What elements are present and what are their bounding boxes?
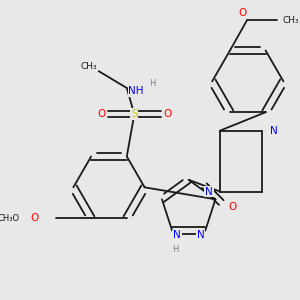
Text: N: N: [173, 230, 181, 240]
Text: S: S: [131, 109, 138, 119]
Text: O: O: [163, 109, 171, 119]
Text: NH: NH: [128, 86, 144, 96]
Text: N: N: [197, 230, 204, 240]
Text: CH₃O: CH₃O: [0, 214, 20, 223]
Text: CH₃: CH₃: [283, 16, 299, 25]
Text: O: O: [228, 202, 237, 212]
Text: CH₃: CH₃: [81, 62, 98, 71]
Text: N: N: [205, 187, 213, 196]
Text: N: N: [270, 126, 278, 136]
Text: O: O: [238, 8, 246, 18]
Text: O: O: [31, 213, 39, 223]
Text: H: H: [172, 245, 178, 254]
Text: O: O: [98, 109, 106, 119]
Text: H: H: [149, 79, 155, 88]
